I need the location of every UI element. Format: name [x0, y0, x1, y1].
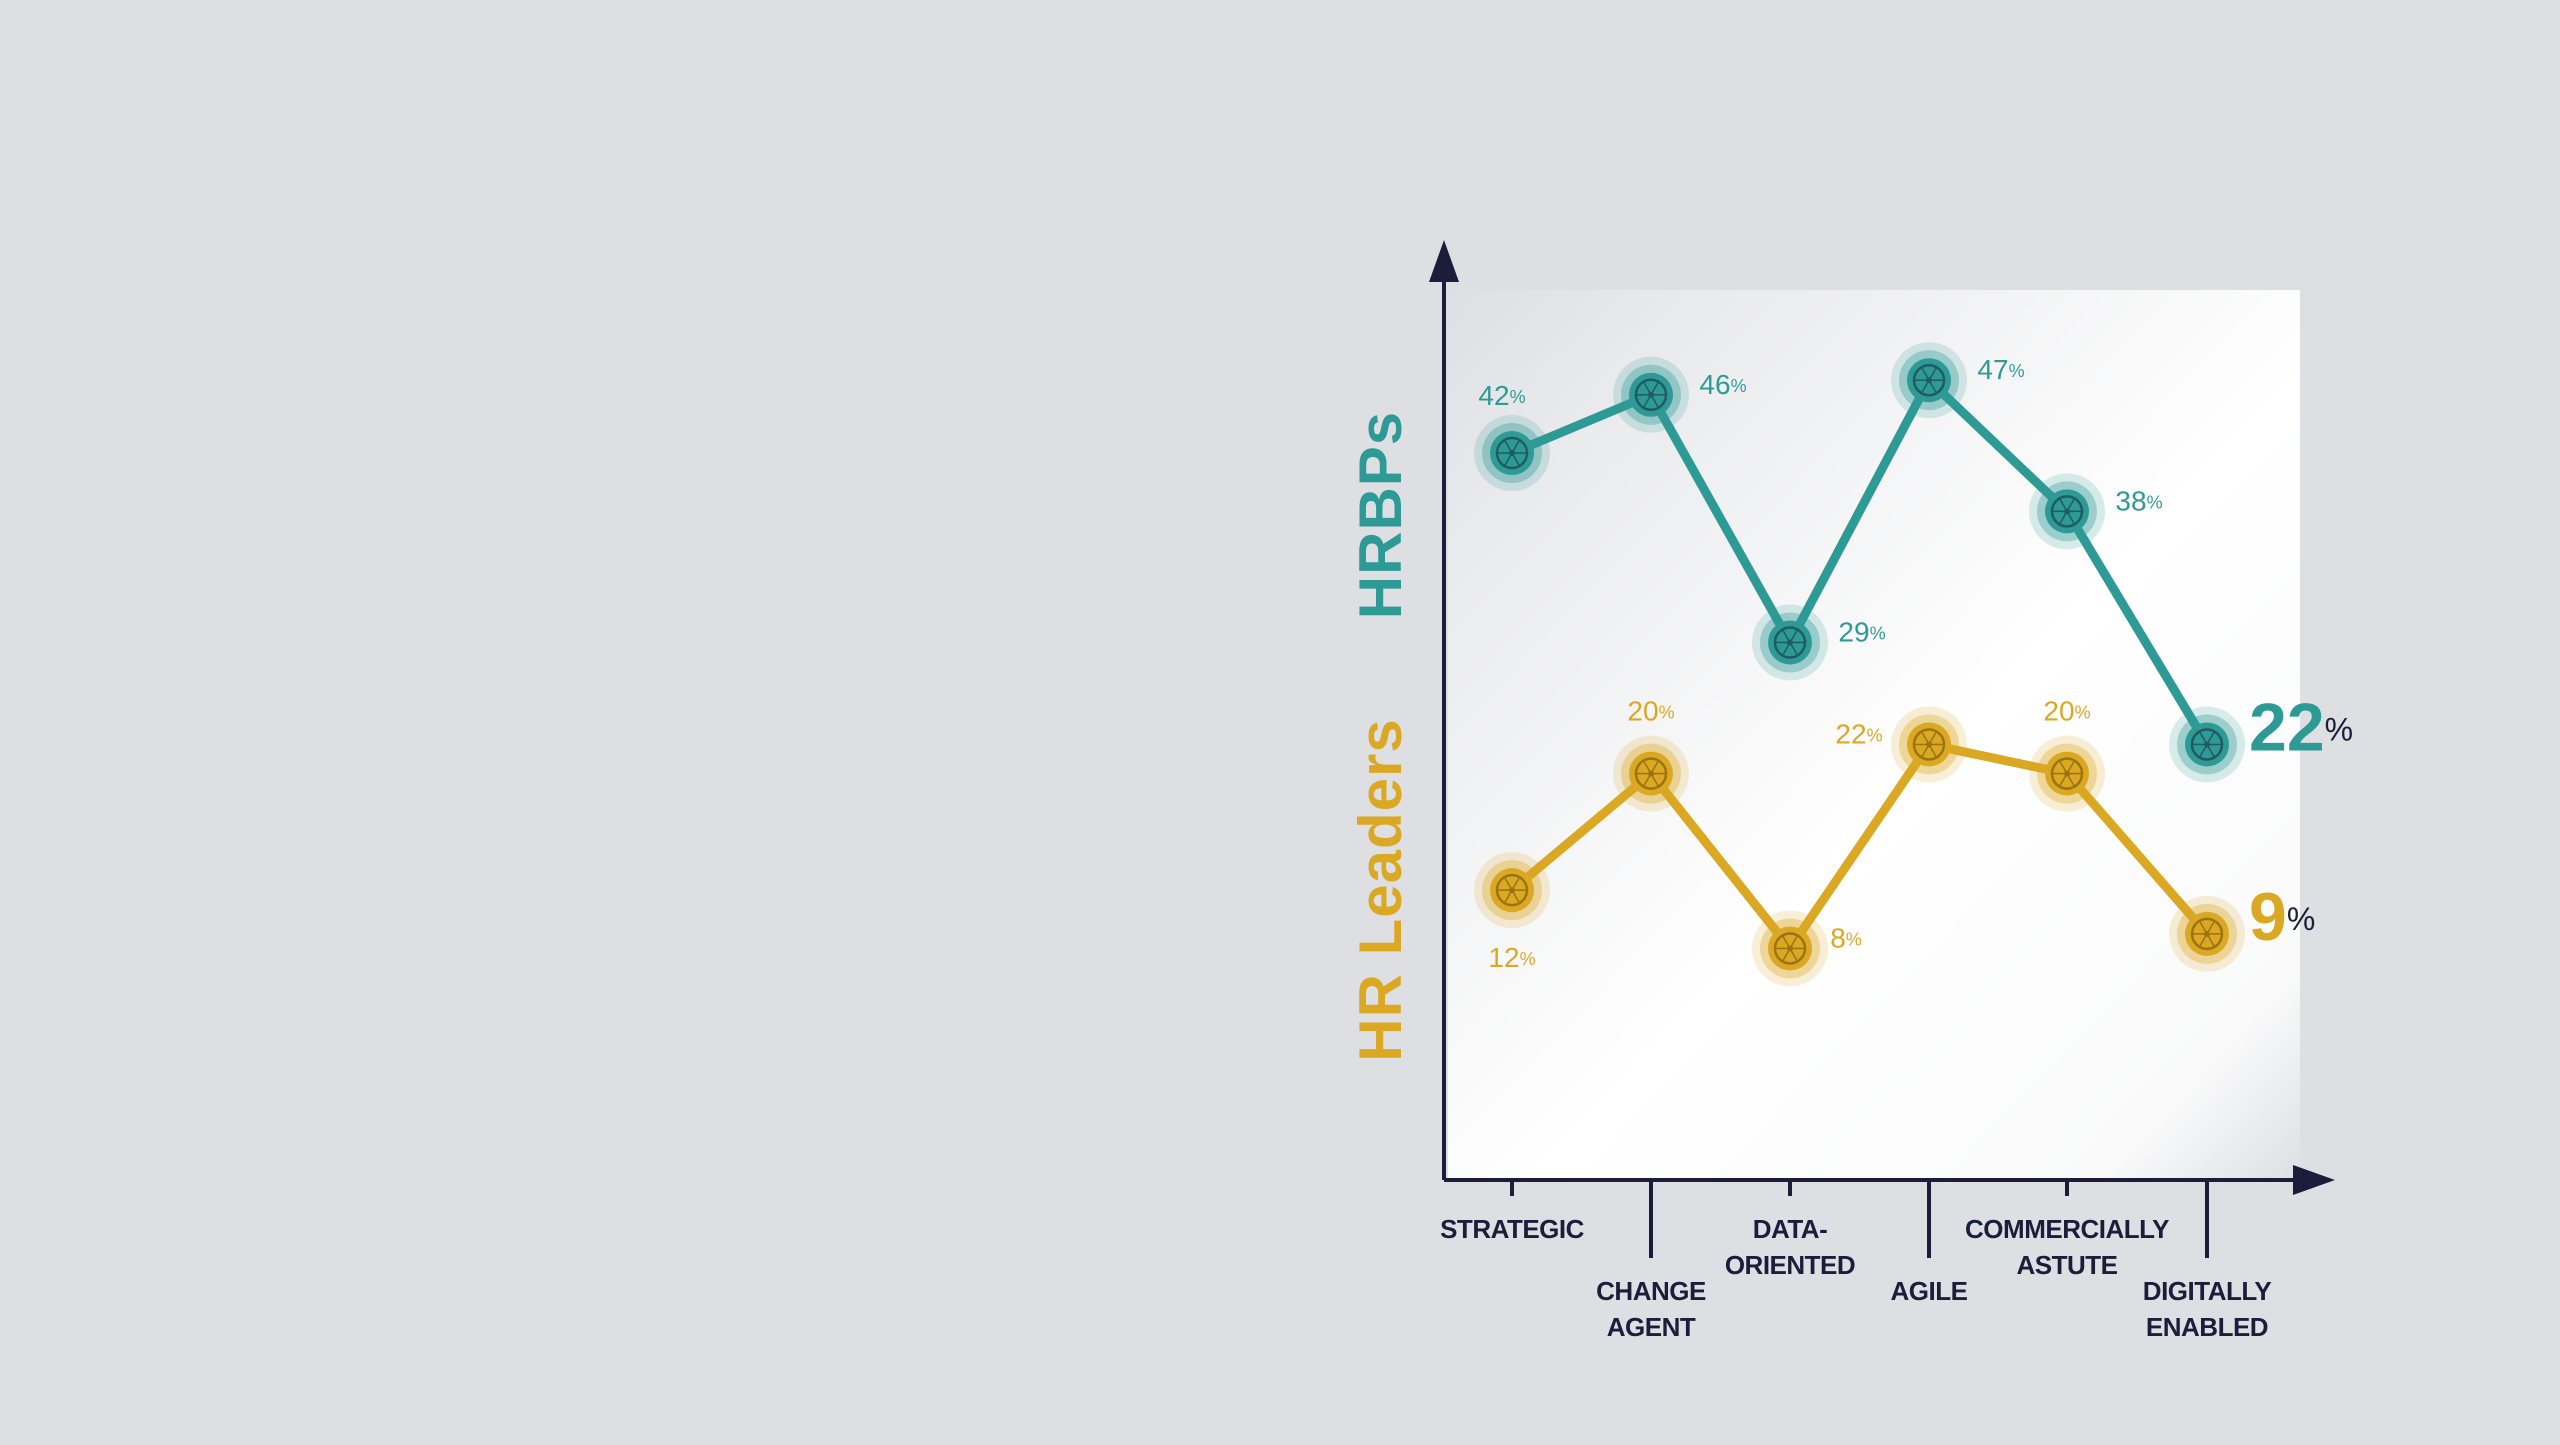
data-label: 47% [1977, 355, 2024, 386]
marker-center [2204, 741, 2210, 748]
data-label-value: 9 [2249, 879, 2287, 955]
marker-inner-ring [2050, 495, 2084, 528]
data-label-value: 20 [2043, 696, 2074, 727]
data-label-value: 20 [1627, 696, 1658, 727]
marker-center [2064, 508, 2070, 515]
data-label-value: 47 [1977, 355, 2008, 386]
marker-inner-ring [1773, 626, 1807, 659]
series-layer: 42% 46%29%47%38%22%12%20%8%22%20%9% [1474, 342, 2353, 987]
data-label-value: 12 [1488, 943, 1519, 974]
marker-inner-ring [1912, 363, 1946, 397]
data-label-percent: % [1731, 376, 1747, 396]
marker-inner-ring [1912, 728, 1946, 761]
data-label-percent: % [2287, 901, 2315, 937]
data-point [1891, 706, 1967, 783]
data-label-percent: % [1870, 623, 1886, 643]
series-group: 12%20%8%22%20%9% [1474, 696, 2315, 987]
data-label-percent: % [1510, 387, 1526, 407]
x-tick-label: DATA- [1753, 1214, 1828, 1244]
marker-center [1648, 391, 1654, 398]
data-label-percent: % [1867, 725, 1883, 745]
data-label-value: 8 [1830, 923, 1846, 954]
marker-center [1509, 887, 1515, 894]
data-label-value: 22 [2249, 689, 2325, 765]
data-label: 38% [2115, 486, 2162, 517]
marker-center [1926, 377, 1932, 384]
data-label: 20% [2043, 696, 2090, 727]
data-label-value: 46 [1699, 369, 1730, 400]
marker-center [1787, 945, 1793, 952]
x-tick-label: AGILE [1891, 1276, 1968, 1306]
series-label: HRBPs [1347, 411, 1414, 619]
data-label-value: 22 [1835, 719, 1866, 750]
x-axis-arrow [2293, 1165, 2335, 1195]
data-point [1891, 342, 1967, 419]
marker-center [1509, 450, 1515, 457]
series-label: HR Leaders [1347, 718, 1414, 1061]
marker-inner-ring [1634, 757, 1668, 790]
data-point [2169, 895, 2245, 972]
data-label-percent: % [2147, 492, 2163, 512]
data-label: 46% [1699, 369, 1746, 400]
x-tick-label: ENABLED [2146, 1312, 2268, 1342]
data-point [1613, 356, 1689, 433]
x-tick-label: DIGITALLY [2143, 1276, 2272, 1306]
data-label-value: 29 [1838, 617, 1869, 648]
marker-center [2204, 930, 2210, 937]
marker-inner-ring [1773, 932, 1807, 965]
data-label: 20% [1627, 696, 1674, 727]
data-point [1752, 604, 1828, 681]
data-label-percent: % [2325, 712, 2353, 748]
x-ticks: STRATEGIC CHANGE AGENT DATA- ORIENTED AGILE CO… [1440, 1180, 2272, 1342]
data-label: 12% [1488, 943, 1535, 974]
data-label-percent: % [1659, 702, 1675, 722]
data-label: 8% [1830, 923, 1862, 954]
data-point [1613, 735, 1689, 812]
x-tick-label: CHANGE [1596, 1276, 1706, 1306]
marker-center [1787, 639, 1793, 646]
series-line [1507, 375, 2212, 749]
series-line [1507, 739, 2212, 953]
axes [1429, 240, 2335, 1195]
marker-center [2064, 770, 2070, 777]
data-point [2029, 735, 2105, 812]
data-point [2169, 706, 2245, 783]
data-point [1474, 852, 1550, 929]
marker-inner-ring [1634, 378, 1668, 412]
x-tick-label: AGENT [1607, 1312, 1696, 1342]
marker-inner-ring [1495, 436, 1529, 470]
data-label: 22% [2249, 689, 2353, 765]
marker-inner-ring [1495, 873, 1529, 907]
data-label-percent: % [2009, 361, 2025, 381]
x-tick-label: ORIENTED [1725, 1250, 1855, 1280]
marker-inner-ring [2190, 728, 2224, 761]
marker-center [1648, 770, 1654, 777]
data-label: 29% [1838, 617, 1885, 648]
data-label-value: 38 [2115, 486, 2146, 517]
x-tick-label: COMMERCIALLY [1965, 1214, 2169, 1244]
data-point [1474, 415, 1550, 492]
marker-inner-ring [2190, 917, 2224, 951]
x-tick-label: ASTUTE [2017, 1250, 2118, 1280]
y-axis-arrow [1429, 240, 1459, 282]
data-label: 22% [1835, 719, 1882, 750]
x-tick-label: STRATEGIC [1440, 1214, 1585, 1244]
data-point [1752, 910, 1828, 987]
marker-center [1926, 741, 1932, 748]
plot-background [1448, 290, 2300, 1180]
series-group: 42% 46%29%47%38%22% [1474, 342, 2353, 783]
data-label: 9% [2249, 879, 2315, 955]
series-labels: HRBPs HR Leaders [1347, 411, 1414, 1062]
data-label-percent: % [1846, 929, 1862, 949]
marker-inner-ring [2050, 757, 2084, 790]
data-label-percent: % [1520, 949, 1536, 969]
data-point [2029, 473, 2105, 550]
data-label-value: 42 [1478, 380, 1509, 411]
data-label-percent: % [2075, 702, 2091, 722]
data-label: 42% [1478, 380, 1525, 411]
